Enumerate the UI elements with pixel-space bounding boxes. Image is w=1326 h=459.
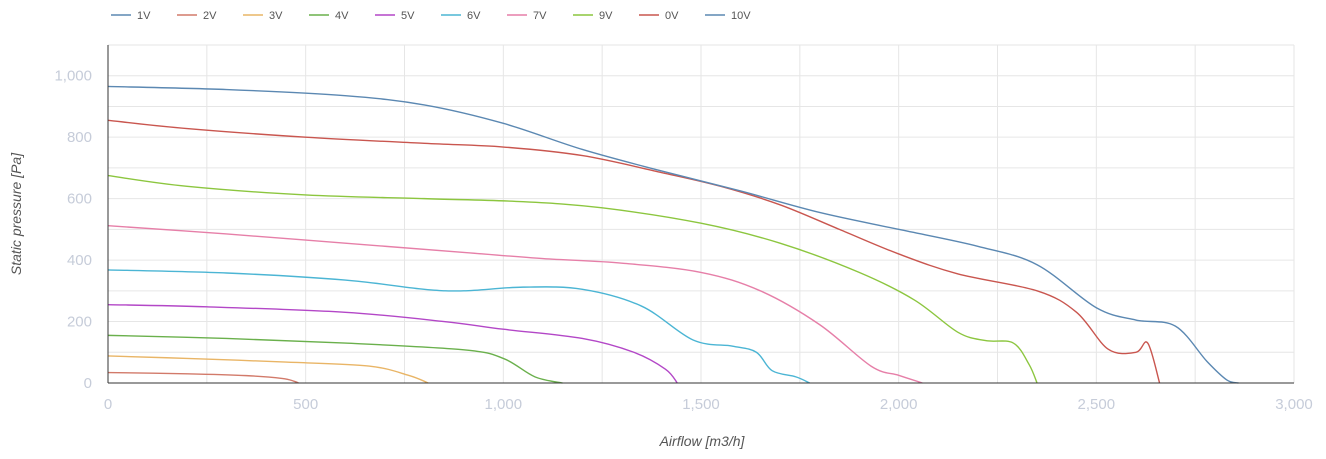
legend-item-9v[interactable]: 9V (573, 10, 613, 22)
series-line-4v[interactable] (107, 303, 678, 384)
y-tick-label: 200 (67, 314, 92, 331)
legend-item-7v[interactable]: 7V (507, 10, 547, 22)
y-tick-label: 800 (67, 129, 92, 146)
legend-label: 10V (731, 10, 751, 22)
series-line-8v[interactable] (107, 119, 1161, 384)
legend-label: 2V (203, 10, 217, 22)
x-tick-label: 1,500 (682, 396, 720, 413)
legend-label: 9V (599, 10, 613, 22)
series-group (107, 85, 1239, 384)
legend-label: 3V (269, 10, 283, 22)
legend-item-6v[interactable]: 6V (441, 10, 481, 22)
legend-label: 6V (467, 10, 481, 22)
legend-item-4v[interactable]: 4V (309, 10, 349, 22)
x-tick-label: 3,000 (1275, 396, 1313, 413)
legend: 1V 2V 3V 4V 5V 6V 7V 9V 0V 10V (111, 10, 751, 22)
series-line-5v[interactable] (107, 269, 811, 384)
series-line-1v[interactable] (107, 371, 299, 384)
legend-item-0v[interactable]: 0V (639, 10, 679, 22)
legend-item-3v[interactable]: 3V (243, 10, 283, 22)
legend-label: 5V (401, 10, 415, 22)
y-tick-label: 600 (67, 191, 92, 208)
legend-item-2v[interactable]: 2V (177, 10, 217, 22)
y-axis-title: Static pressure [Pa] (8, 152, 24, 275)
legend-item-5v[interactable]: 5V (375, 10, 415, 22)
x-tick-label: 2,500 (1078, 396, 1116, 413)
legend-label: 0V (665, 10, 679, 22)
y-tick-label: 1,000 (54, 68, 92, 85)
y-tick-label: 400 (67, 252, 92, 269)
series-line-3v[interactable] (107, 334, 563, 384)
y-tick-label: 0 (84, 375, 92, 392)
series-line-2v[interactable] (107, 355, 429, 384)
series-line-7v[interactable] (107, 174, 1038, 384)
x-axis-title: Airflow [m3/h] (659, 433, 746, 449)
x-tick-label: 1,000 (485, 396, 523, 413)
legend-label: 1V (137, 10, 151, 22)
series-line-6v[interactable] (107, 224, 923, 384)
x-tick-label: 0 (104, 396, 112, 413)
series-line-9v[interactable] (107, 85, 1239, 384)
legend-label: 4V (335, 10, 349, 22)
grid (108, 44, 1295, 384)
axes (107, 45, 1294, 384)
legend-item-10v[interactable]: 10V (705, 10, 751, 22)
legend-item-1v[interactable]: 1V (111, 10, 151, 22)
x-tick-label: 500 (293, 396, 318, 413)
x-tick-label: 2,000 (880, 396, 918, 413)
tick-labels: 0 500 1,000 1,500 2,000 2,500 3,000 0 200 400 600 8… (54, 68, 1312, 413)
legend-label: 7V (533, 10, 547, 22)
